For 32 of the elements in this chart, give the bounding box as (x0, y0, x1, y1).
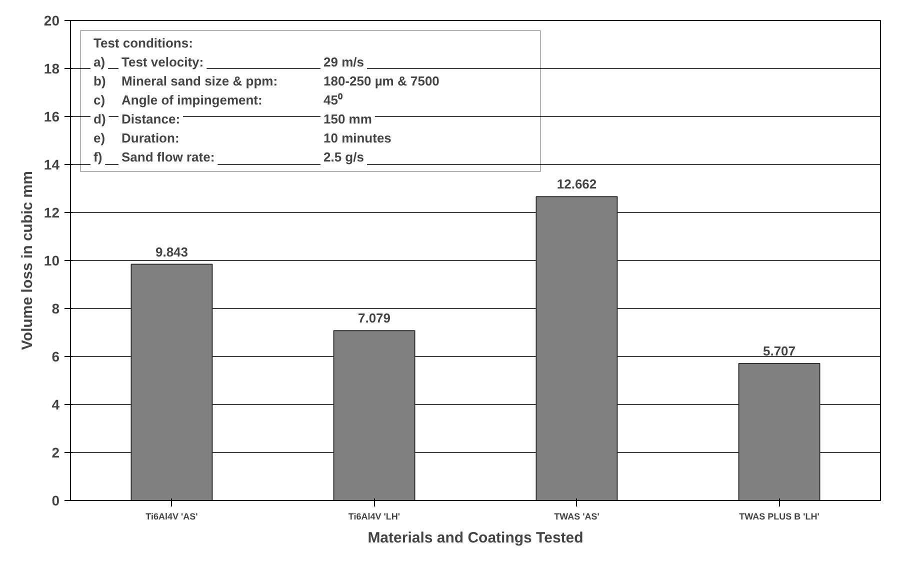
x-axis-title: Materials and Coatings Tested (368, 530, 584, 546)
bar (536, 196, 618, 500)
bar (333, 330, 416, 500)
x-tick-label: TWAS 'AS' (554, 512, 600, 522)
text: b) Mineral sand size & ppm: 180-250 µm & 7500 (94, 74, 440, 88)
text: d) Distance: 150 mm (94, 112, 372, 126)
x-tick-label: TWAS PLUS B 'LH' (739, 512, 820, 522)
data-label: 12.662 (556, 176, 597, 192)
x-tick-label: Ti6Al4V 'LH' (348, 512, 400, 522)
text: e) Duration: 10 minutes (94, 130, 392, 146)
y-tick-label: 16 (44, 108, 60, 124)
bar (738, 363, 820, 500)
bar (130, 264, 213, 500)
data-label: 7.079 (358, 310, 391, 326)
y-tick-label: 18 (44, 60, 60, 76)
text: c) Angle of impingement: 45⁰ (94, 92, 343, 108)
text: a) Test velocity: 29 m/s (94, 54, 364, 70)
y-axis-title: Volume loss in cubic mm (18, 171, 36, 350)
text: f) Sand flow rate: 2.5 g/s (94, 150, 364, 164)
y-tick-label: 6 (52, 348, 60, 364)
y-tick-label: 4 (52, 396, 60, 412)
y-tick-label: 8 (52, 300, 60, 316)
y-tick-label: 0 (52, 492, 60, 508)
data-label: 9.843 (155, 244, 188, 260)
x-tick-label: Ti6Al4V 'AS' (146, 512, 198, 522)
y-tick-label: 20 (44, 12, 60, 28)
y-tick-label: 14 (44, 156, 60, 172)
y-tick-label: 12 (44, 204, 60, 220)
annotation: Test conditions: (94, 36, 193, 50)
y-tick-label: 2 (52, 444, 60, 460)
data-label: 5.707 (762, 344, 796, 359)
y-tick-label: 10 (44, 252, 60, 268)
